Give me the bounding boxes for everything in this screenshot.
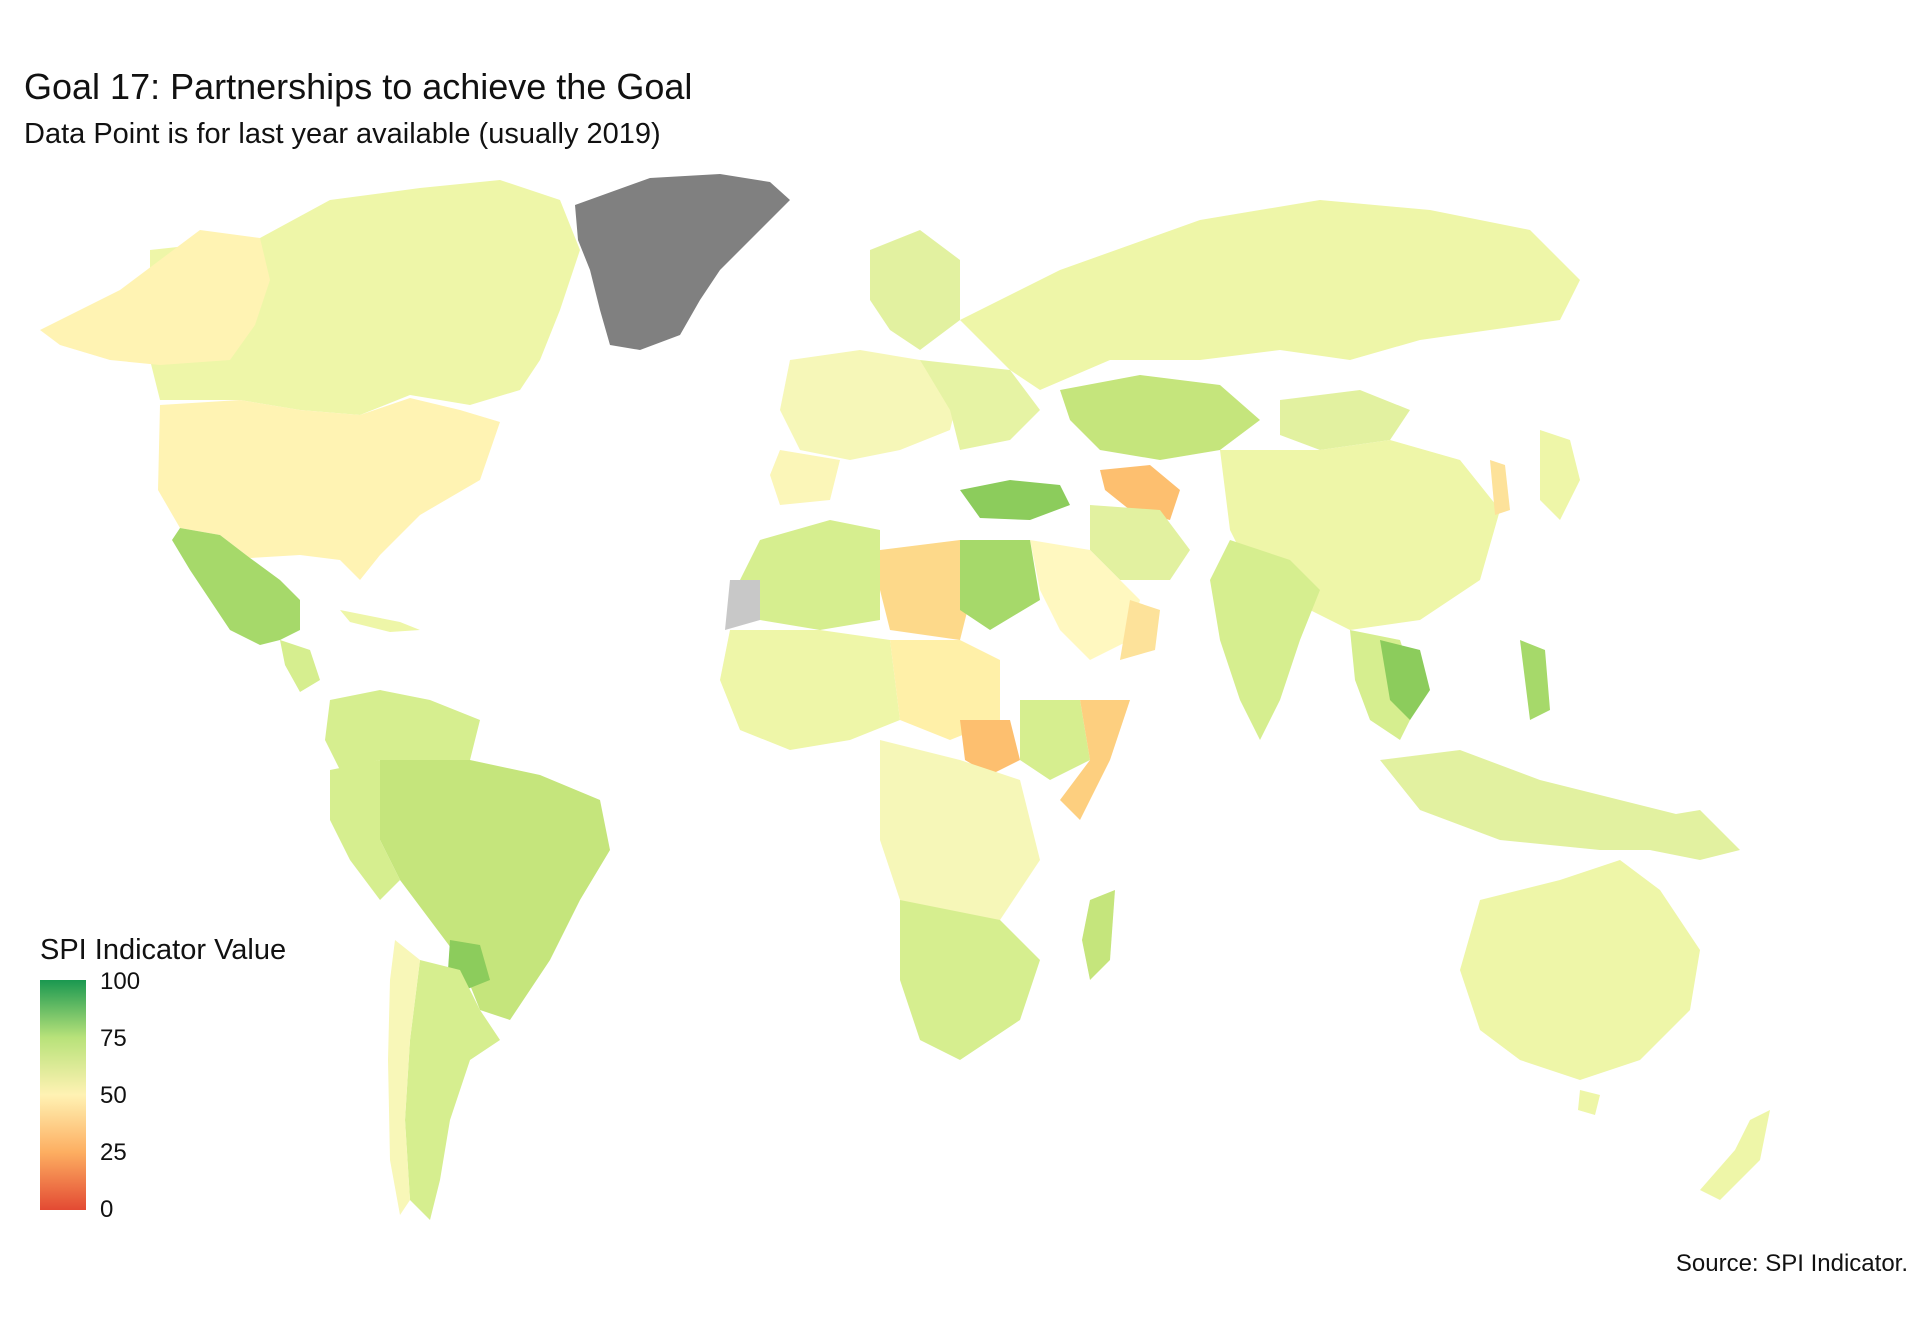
legend-tick-0 bbox=[86, 1208, 92, 1210]
region-peru bbox=[330, 760, 400, 900]
region-western-sahara bbox=[725, 580, 760, 630]
region-korea-japan bbox=[1490, 460, 1510, 515]
region-greenland bbox=[575, 174, 790, 350]
region-brazil bbox=[380, 760, 610, 1020]
region-india bbox=[1210, 540, 1320, 740]
region-iran bbox=[1090, 505, 1190, 580]
legend-tick-50 bbox=[86, 1096, 92, 1098]
region-alaska bbox=[40, 230, 270, 365]
region-madagascar bbox=[1082, 890, 1115, 980]
region-papua bbox=[1640, 810, 1740, 860]
region-eastern-europe bbox=[920, 360, 1040, 450]
region-indonesia bbox=[1380, 750, 1700, 850]
region-caribbean bbox=[340, 610, 420, 632]
legend-color-bar bbox=[40, 980, 86, 1210]
region-libya bbox=[880, 540, 970, 640]
region-south-sudan bbox=[960, 720, 1020, 775]
legend-label-75: 75 bbox=[100, 1025, 127, 1052]
legend-label-0: 0 bbox=[100, 1196, 114, 1223]
legend-tick-25 bbox=[86, 1152, 92, 1154]
legend-label-100: 100 bbox=[100, 968, 141, 995]
region-new-zealand bbox=[1700, 1110, 1770, 1200]
world-map bbox=[40, 174, 1770, 1220]
region-north-africa-west bbox=[740, 520, 880, 630]
region-venezuela-colombia bbox=[325, 690, 480, 770]
region-scandinavia bbox=[870, 230, 960, 350]
region-chile bbox=[388, 940, 420, 1215]
region-mongolia bbox=[1280, 390, 1410, 450]
region-thailand bbox=[1380, 640, 1430, 720]
region-saudi-arabia bbox=[1030, 540, 1140, 660]
legend-tick-100 bbox=[86, 983, 92, 985]
region-oman-yemen bbox=[1120, 600, 1160, 660]
region-russia bbox=[960, 200, 1580, 390]
region-australia bbox=[1460, 860, 1700, 1080]
region-somalia bbox=[1060, 700, 1130, 820]
legend-title: SPI Indicator Value bbox=[40, 934, 287, 966]
region-western-europe bbox=[780, 350, 960, 460]
region-tasmania bbox=[1578, 1090, 1600, 1115]
region-central-africa bbox=[880, 740, 1040, 940]
region-philippines bbox=[1520, 640, 1550, 720]
region-west-africa bbox=[720, 630, 900, 750]
legend-tick-75 bbox=[86, 1039, 92, 1041]
source-caption: Source: SPI Indicator. bbox=[1675, 1250, 1908, 1277]
legend-label-25: 25 bbox=[100, 1139, 127, 1166]
region-central-america bbox=[280, 640, 320, 692]
region-southern-africa bbox=[900, 900, 1040, 1060]
region-iberia bbox=[770, 450, 840, 505]
map-subtitle: Data Point is for last year available (u… bbox=[24, 118, 661, 150]
region-japan bbox=[1540, 430, 1580, 520]
region-turkmenistan bbox=[1100, 465, 1180, 520]
legend-label-50: 50 bbox=[100, 1082, 127, 1109]
map-title: Goal 17: Partnerships to achieve the Goa… bbox=[24, 66, 693, 107]
region-chad-sudan bbox=[890, 640, 1000, 740]
region-egypt bbox=[960, 540, 1040, 630]
region-united-states bbox=[158, 398, 500, 580]
region-ethiopia bbox=[1020, 700, 1090, 780]
region-mexico bbox=[172, 528, 300, 645]
region-turkey bbox=[960, 480, 1070, 520]
region-argentina bbox=[405, 960, 500, 1220]
region-kazakhstan bbox=[1060, 375, 1260, 460]
